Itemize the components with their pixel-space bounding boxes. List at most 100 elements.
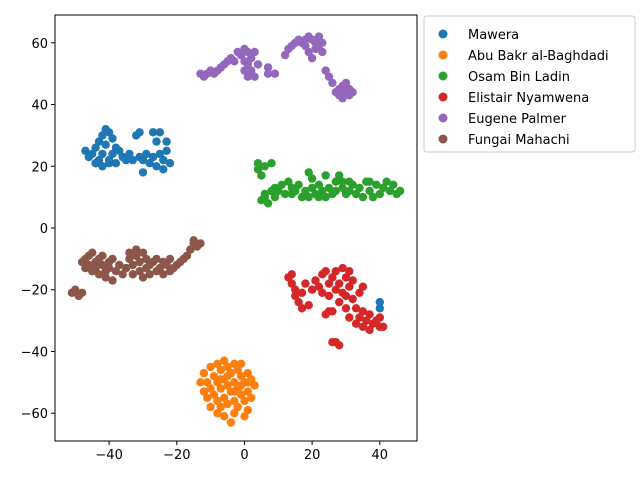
- legend-box: [423, 15, 636, 153]
- data-point: [321, 171, 330, 180]
- data-point: [243, 387, 252, 396]
- data-point: [253, 60, 263, 69]
- data-point: [91, 159, 100, 168]
- data-point: [213, 396, 222, 406]
- data-point: [304, 47, 313, 57]
- data-point: [345, 267, 354, 276]
- data-point: [132, 245, 141, 254]
- data-point: [263, 63, 273, 72]
- data-point: [318, 186, 327, 196]
- data-point: [250, 381, 259, 390]
- legend-marker: [438, 134, 448, 144]
- legend-label: Eugene Palmer: [468, 112, 567, 127]
- data-point: [98, 149, 107, 159]
- data-point: [236, 381, 246, 390]
- data-point: [351, 189, 361, 199]
- legend-marker: [438, 71, 448, 81]
- data-point: [115, 260, 124, 270]
- data-point: [125, 248, 134, 257]
- legend: Mawera Abu Bakr al-Baghdadi Osam Bin Ladin…: [423, 15, 636, 153]
- data-point: [159, 270, 168, 279]
- data-point: [199, 387, 209, 396]
- data-point: [162, 260, 171, 270]
- data-point: [358, 282, 368, 291]
- data-point: [162, 137, 171, 146]
- data-point: [247, 66, 256, 75]
- data-point: [365, 310, 374, 319]
- data-point: [155, 149, 165, 159]
- data-point: [88, 248, 97, 257]
- data-point: [375, 189, 384, 199]
- data-point: [375, 304, 384, 313]
- data-point: [223, 362, 232, 372]
- data-point: [101, 140, 110, 149]
- legend-label: Osam Bin Ladin: [468, 70, 570, 85]
- data-point: [236, 390, 246, 399]
- data-point: [307, 174, 317, 183]
- data-point: [314, 180, 324, 189]
- data-point: [324, 291, 334, 301]
- data-point: [294, 180, 303, 189]
- points-layer: [67, 32, 405, 427]
- data-point: [335, 341, 344, 350]
- data-point: [389, 180, 398, 189]
- data-point: [348, 294, 357, 304]
- data-point: [351, 304, 361, 313]
- data-point: [341, 273, 351, 282]
- data-point: [125, 149, 134, 159]
- data-point: [91, 143, 100, 152]
- data-point: [328, 273, 337, 282]
- data-point: [247, 393, 256, 402]
- data-point: [196, 378, 205, 387]
- data-point: [280, 50, 290, 60]
- data-point: [216, 384, 225, 393]
- data-point: [125, 254, 134, 264]
- data-point: [263, 199, 273, 208]
- data-point: [324, 307, 334, 316]
- data-point: [128, 155, 137, 165]
- data-point: [132, 251, 141, 260]
- data-point: [104, 263, 114, 273]
- data-point: [104, 128, 114, 137]
- data-point: [162, 146, 171, 155]
- data-point: [159, 155, 168, 165]
- series-4: [196, 32, 357, 103]
- data-point: [189, 236, 198, 245]
- legend-label: Mawera: [468, 28, 519, 43]
- data-point: [152, 137, 161, 146]
- data-point: [165, 254, 175, 264]
- data-point: [331, 177, 340, 186]
- data-point: [148, 128, 158, 137]
- data-point: [230, 409, 239, 418]
- data-point: [260, 162, 269, 171]
- data-point: [243, 405, 252, 415]
- data-point: [206, 384, 215, 393]
- data-point: [270, 192, 280, 202]
- data-point: [321, 267, 330, 276]
- data-point: [213, 359, 222, 368]
- legend-marker: [438, 29, 448, 39]
- data-point: [203, 378, 212, 387]
- data-point: [375, 313, 384, 322]
- data-point: [108, 149, 117, 159]
- x-tick-label: −20: [163, 448, 190, 463]
- data-point: [395, 186, 405, 196]
- data-point: [362, 316, 371, 325]
- data-point: [253, 159, 263, 168]
- y-tick-label: 60: [31, 37, 48, 52]
- series-2: [253, 159, 405, 208]
- data-point: [372, 180, 381, 189]
- data-point: [77, 288, 87, 297]
- data-point: [209, 390, 219, 399]
- data-point: [318, 47, 327, 57]
- data-point: [341, 304, 351, 313]
- data-point: [182, 251, 192, 260]
- series-5: [67, 236, 205, 301]
- data-point: [230, 378, 239, 387]
- data-point: [338, 263, 347, 273]
- data-point: [365, 186, 374, 196]
- data-point: [216, 365, 225, 375]
- data-point: [236, 359, 246, 368]
- data-point: [108, 134, 117, 143]
